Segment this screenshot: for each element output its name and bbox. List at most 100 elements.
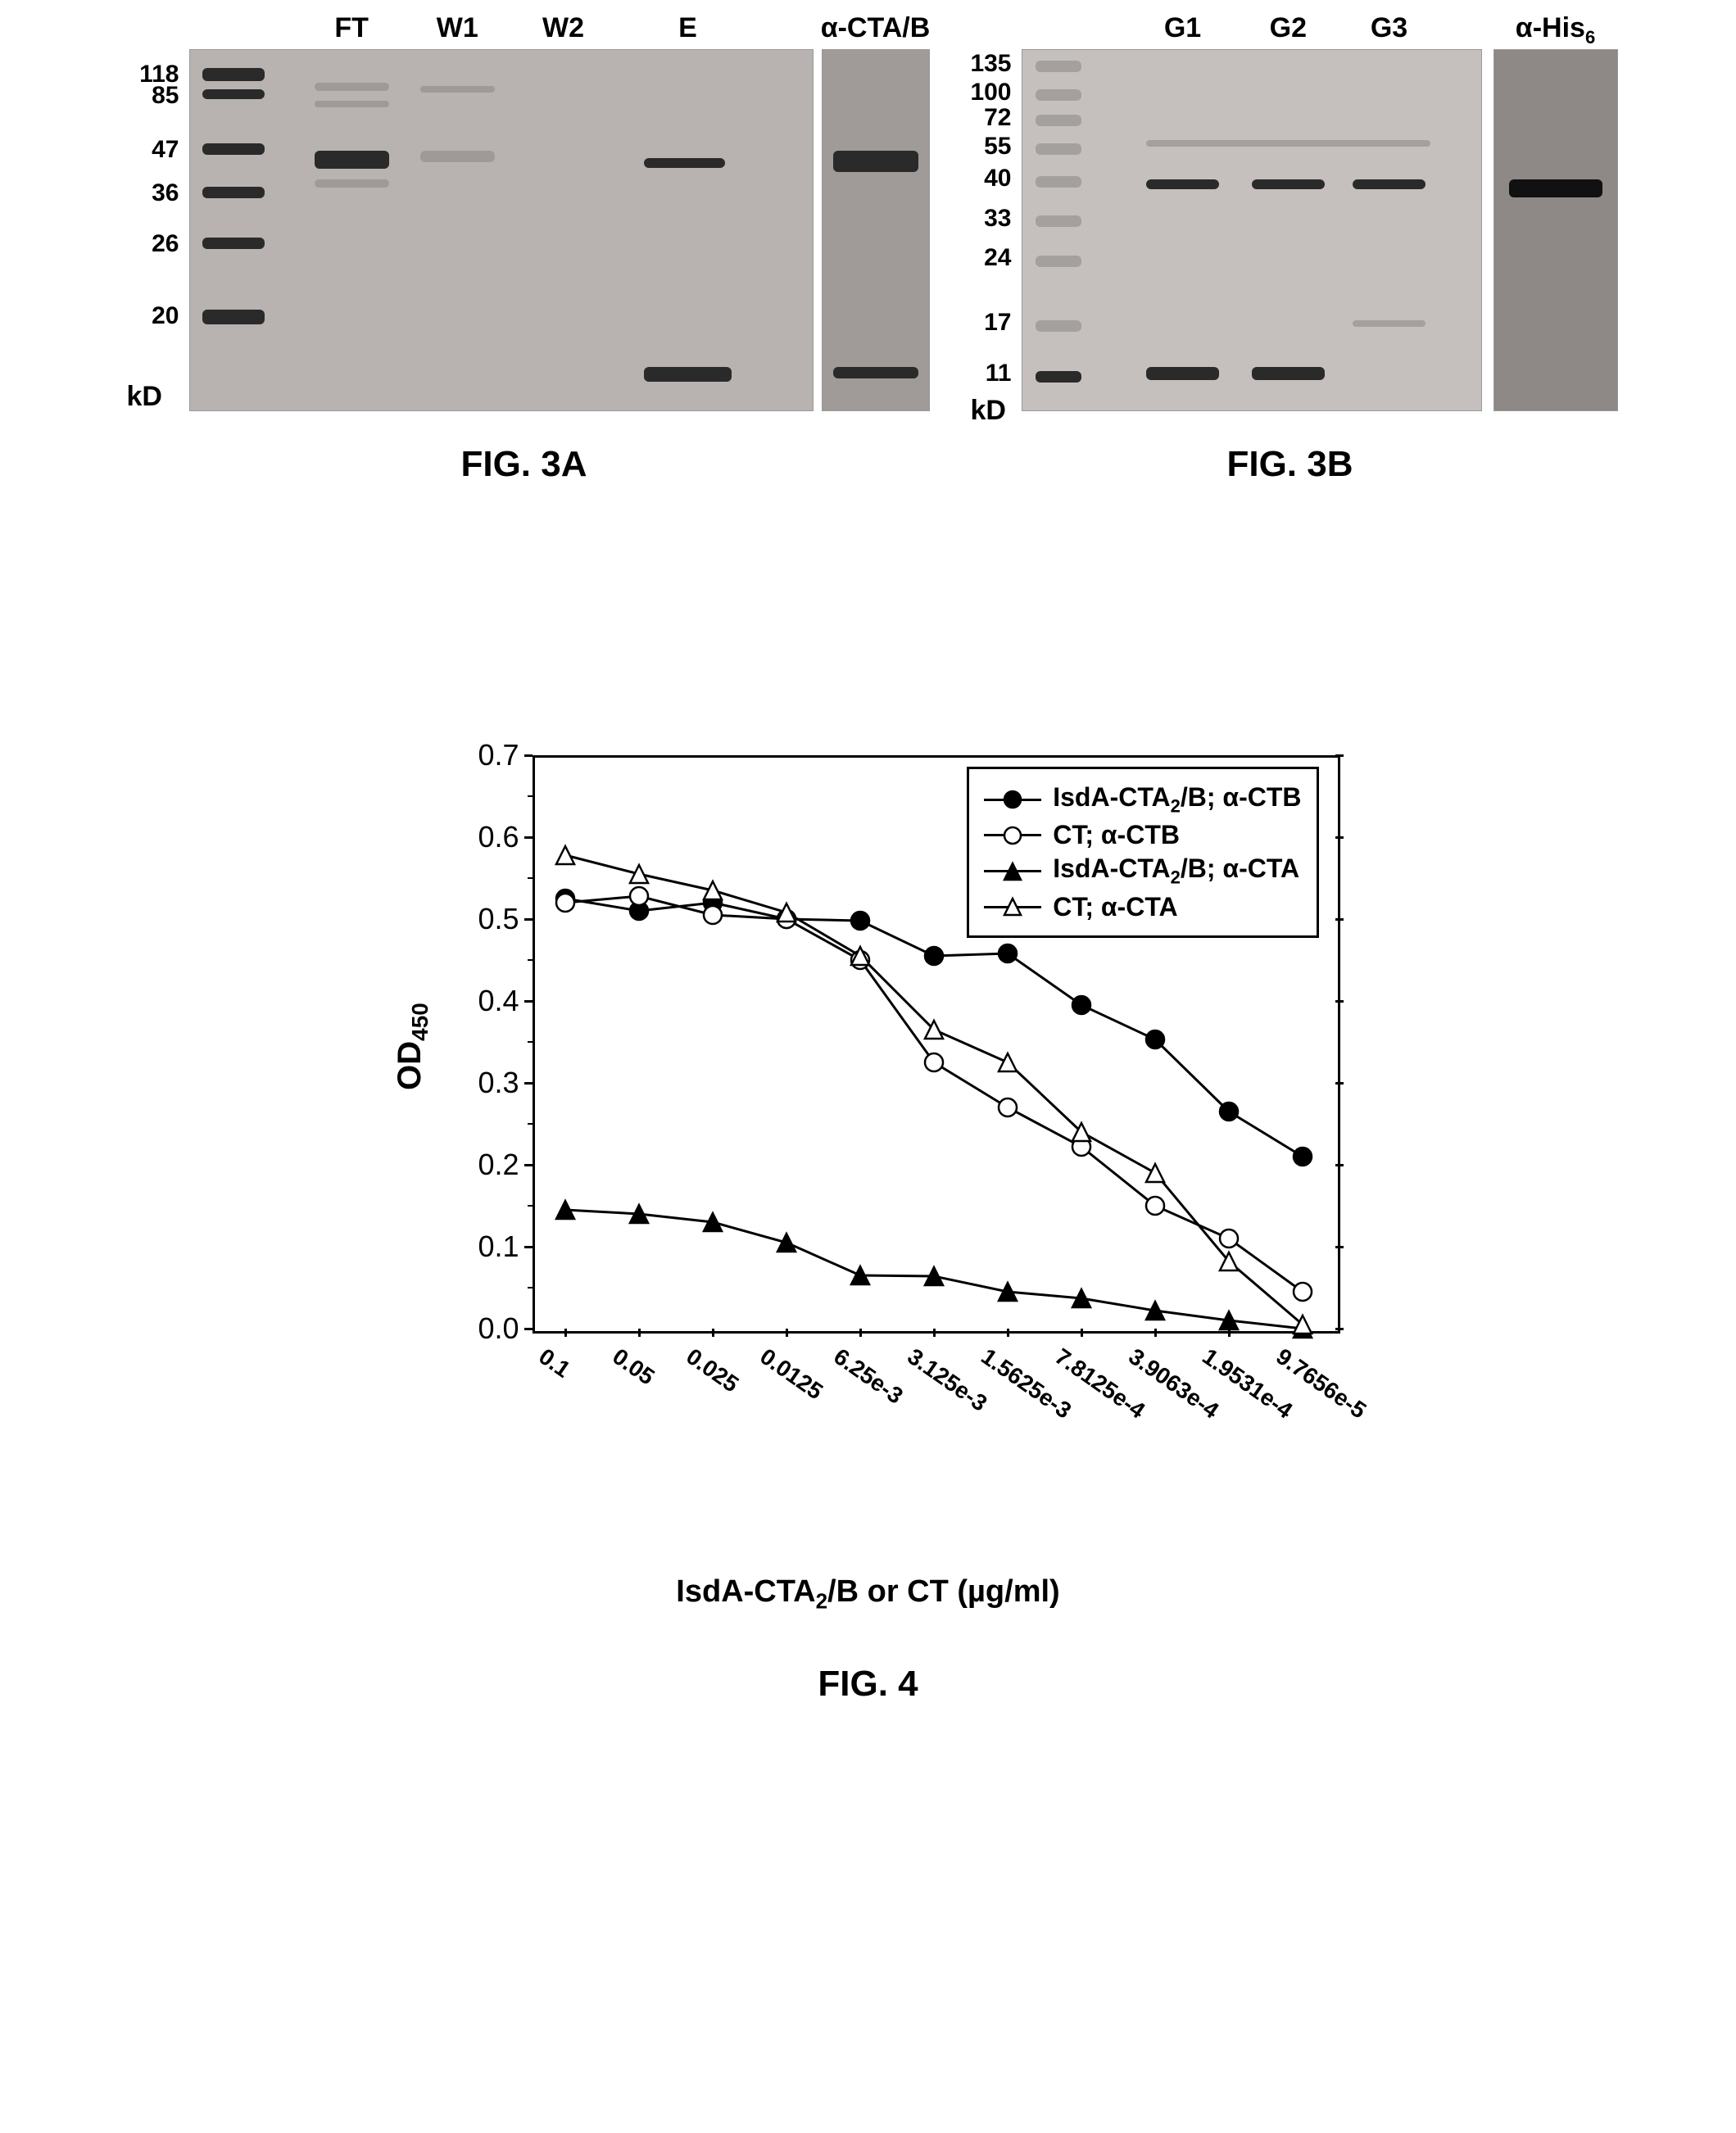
fig3b-lane-headers: G1 G2 G3 <box>1022 12 1481 45</box>
band <box>1353 320 1426 327</box>
band <box>644 367 731 382</box>
fig4-caption: FIG. 4 <box>818 1664 918 1705</box>
fig3a-lane-ft: FT <box>334 12 369 44</box>
fig3a-gel-blot: α-CTA/B <box>822 49 930 411</box>
fig4-chart-frame: OD450 0.00.10.20.30.40.50.60.70.10.050.0… <box>377 731 1360 1468</box>
band <box>1036 143 1081 155</box>
fig3a-lane-w2: W2 <box>542 12 584 44</box>
fig3b-gel-blot: α-His6 <box>1494 49 1618 411</box>
fig3b-blot-header-wrap: α-His6 <box>1494 12 1617 45</box>
fig3a-blot-header-wrap: α-CTA/B <box>823 12 929 45</box>
band <box>202 238 265 249</box>
fig3b-ladder-3: 55 <box>984 133 1011 161</box>
fig3b-panel: 135 100 72 55 40 33 24 17 11 kD G1 G2 G3 <box>963 49 1618 485</box>
band <box>1146 367 1220 380</box>
series-marker <box>1294 1148 1312 1166</box>
fig3a-ladder-1: 85 <box>152 82 179 110</box>
legend-label: CT; α-CTA <box>1053 892 1177 922</box>
series-marker <box>1220 1103 1238 1121</box>
series-marker <box>1146 1164 1164 1182</box>
fig3a-caption: FIG. 3A <box>460 444 587 485</box>
band <box>1036 61 1081 72</box>
band <box>202 187 265 198</box>
fig3b-lane-g1: G1 <box>1164 12 1201 44</box>
fig3b-lane-blot: α-His6 <box>1516 12 1595 48</box>
fig3b-ladder-0: 135 <box>970 50 1011 78</box>
fig3b-ladder-col: 135 100 72 55 40 33 24 17 11 kD <box>963 49 1017 410</box>
fig3b-ladder-4: 40 <box>984 165 1011 192</box>
series-marker <box>1072 996 1090 1014</box>
band <box>202 89 265 99</box>
legend-row: CT; α-CTA <box>984 892 1301 922</box>
fig3b-ladder-8: 11 <box>986 360 1012 387</box>
band <box>202 143 265 155</box>
fig4-xlabel: IsdA-CTA2/B or CT (µg/ml) <box>676 1574 1059 1614</box>
series-marker <box>999 1098 1017 1116</box>
band <box>202 310 265 324</box>
fig3b-ladder-7: 17 <box>984 309 1011 337</box>
legend-row: CT; α-CTB <box>984 820 1301 850</box>
series-marker <box>1294 1283 1312 1301</box>
legend-swatch <box>984 894 1041 919</box>
band <box>1146 179 1220 189</box>
fig3a-wrap: 118 85 47 36 26 20 kD FT W1 W2 E <box>119 49 930 411</box>
band <box>1036 371 1081 383</box>
fig3a-ladder-col: 118 85 47 36 26 20 kD <box>119 49 184 410</box>
fig3a-panel: 118 85 47 36 26 20 kD FT W1 W2 E <box>119 49 930 485</box>
band <box>833 367 918 378</box>
legend-swatch <box>984 859 1041 884</box>
band <box>1036 256 1081 267</box>
series-marker <box>556 846 574 864</box>
fig3a-gel-main: FT W1 W2 E <box>189 49 814 411</box>
legend-swatch <box>984 787 1041 812</box>
band <box>1036 89 1081 101</box>
series-marker <box>999 1053 1017 1071</box>
series-marker <box>1220 1230 1238 1248</box>
fig3b-ladder-2: 72 <box>984 104 1011 132</box>
fig3a-ladder-5: 20 <box>152 302 179 330</box>
band <box>1036 115 1081 126</box>
fig3b-ladder-5: 33 <box>984 205 1011 233</box>
fig3a-kd-label: kD <box>127 381 162 413</box>
series-marker <box>999 944 1017 962</box>
legend-row: IsdA-CTA2/B; α-CTB <box>984 782 1301 817</box>
series-marker <box>630 887 648 905</box>
gels-row: 118 85 47 36 26 20 kD FT W1 W2 E <box>33 49 1703 485</box>
series-marker <box>630 865 648 883</box>
fig3b-kd-label: kD <box>971 395 1006 427</box>
fig4-panel: OD450 0.00.10.20.30.40.50.60.70.10.050.0… <box>33 731 1703 1705</box>
legend-row: IsdA-CTA2/B; α-CTA <box>984 854 1301 888</box>
fig3a-lane-blot: α-CTA/B <box>821 12 931 44</box>
series-marker <box>851 912 869 930</box>
band <box>315 83 389 91</box>
series-marker <box>1146 1030 1164 1048</box>
series-marker <box>1146 1197 1164 1215</box>
band <box>1036 320 1081 332</box>
fig3a-lane-w1: W1 <box>437 12 478 44</box>
band <box>420 151 495 162</box>
fig3b-lane-g2: G2 <box>1270 12 1307 44</box>
series-marker <box>556 894 574 912</box>
band <box>1036 215 1081 227</box>
band <box>315 151 389 169</box>
fig3a-lane-e: E <box>678 12 697 44</box>
fig4-legend: IsdA-CTA2/B; α-CTBCT; α-CTB IsdA-CTA2/B; … <box>967 767 1318 938</box>
series-marker <box>704 906 722 924</box>
legend-label: CT; α-CTB <box>1053 820 1180 850</box>
fig3b-wrap: 135 100 72 55 40 33 24 17 11 kD G1 G2 G3 <box>963 49 1618 411</box>
band <box>1353 179 1426 189</box>
legend-label: IsdA-CTA2/B; α-CTB <box>1053 782 1301 817</box>
series-marker <box>925 947 943 965</box>
fig3b-lane-g3: G3 <box>1371 12 1407 44</box>
band <box>833 151 918 172</box>
fig3a-lane-headers: FT W1 W2 E <box>190 12 813 45</box>
series-marker <box>777 1234 795 1252</box>
band <box>202 68 265 81</box>
fig3a-ladder-3: 36 <box>152 179 179 207</box>
band <box>644 158 725 168</box>
series-marker <box>925 1053 943 1071</box>
fig3b-gel-main: G1 G2 G3 <box>1022 49 1482 411</box>
fig3b-ladder-1: 100 <box>970 79 1011 106</box>
fig3a-ladder-2: 47 <box>152 136 179 164</box>
band <box>1252 179 1326 189</box>
